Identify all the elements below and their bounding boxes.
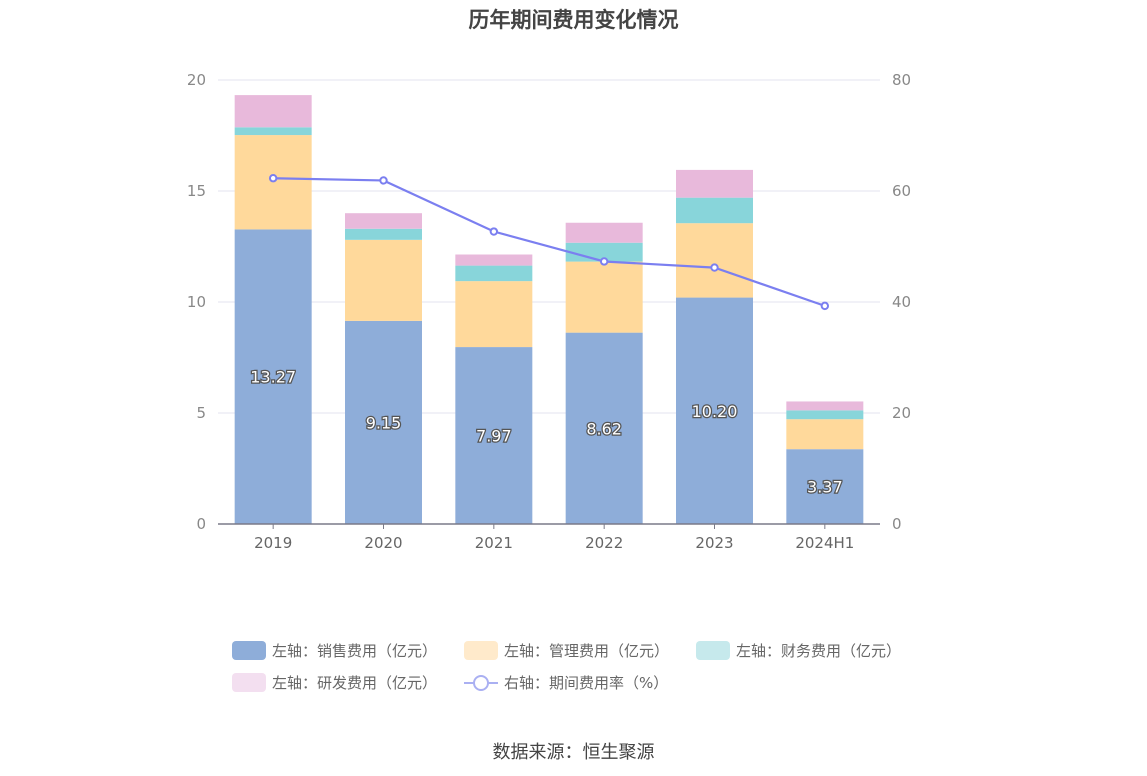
right-axis-tick-label: 80 (892, 71, 911, 89)
right-axis-tick-label: 0 (892, 515, 902, 533)
bar-segment (565, 261, 643, 333)
bar-segment (676, 297, 753, 524)
bar-segment (676, 169, 753, 198)
bar-data-label: 7.97 (476, 427, 512, 446)
expense-ratio-point (820, 301, 830, 311)
left-axis-tick-label: 5 (196, 404, 206, 422)
bar-segment (455, 347, 533, 524)
legend-item-sales[interactable]: 左轴：销售费用（亿元） (232, 640, 437, 661)
bar-segment (455, 265, 533, 282)
x-axis-tick-label: 2022 (585, 534, 623, 552)
bar-segment (676, 223, 753, 298)
left-axis-tick-label: 10 (187, 293, 206, 311)
x-axis-tick-label: 2023 (695, 534, 733, 552)
bar-data-label: 13.27 (250, 368, 296, 387)
bar-segment (565, 332, 643, 524)
legend-swatch-sales (232, 641, 266, 660)
period-expense-chart: 0 5 10 15 20 0 20 40 60 80 2019 2020 2021 2022 2023 202… (187, 71, 911, 552)
bar-data-label: 8.62 (586, 419, 622, 438)
right-axis-tick-label: 40 (892, 293, 911, 311)
expense-ratio-point (710, 263, 719, 272)
chart-title: 历年期间费用变化情况 (468, 8, 679, 32)
bar-segment (455, 254, 533, 266)
bar-segment (345, 213, 422, 229)
bar-segment (345, 228, 422, 240)
bar-data-label: 10.20 (692, 402, 738, 421)
legend-swatch-finance (696, 641, 730, 660)
legend-label-finance: 左轴：财务费用（亿元） (736, 642, 902, 660)
expense-ratio-point (489, 227, 499, 236)
legend-item-admin[interactable]: 左轴：管理费用（亿元） (464, 640, 669, 661)
legend-label-expense-ratio: 右轴：期间费用率（%） (504, 674, 669, 692)
bar-segment (455, 281, 533, 348)
bar-segment (345, 320, 422, 524)
bar-segment (345, 239, 422, 321)
left-axis-tick-label: 0 (196, 515, 206, 533)
data-source: 数据来源：恒生聚源 (492, 742, 655, 763)
bar-segment (786, 449, 864, 524)
x-axis-tick-label: 2021 (475, 534, 513, 552)
x-axis-tick-label: 2024H1 (795, 534, 854, 552)
legend-label-rnd: 左轴：研发费用（亿元） (272, 674, 438, 692)
legend-item-rnd[interactable]: 左轴：研发费用（亿元） (232, 672, 437, 693)
bar-segment (786, 401, 864, 411)
bar-segment (234, 127, 312, 136)
legend-label-sales: 左轴：销售费用（亿元） (272, 642, 438, 660)
bar-segment (565, 222, 643, 243)
legend-swatch-rnd (232, 673, 266, 692)
legend-line-icon (464, 673, 498, 692)
legend-label-admin: 左轴：管理费用（亿元） (504, 642, 670, 660)
bar-data-label: 3.37 (807, 478, 843, 497)
expense-ratio-point (268, 174, 278, 183)
expense-ratio-point (599, 257, 609, 266)
right-axis-tick-label: 60 (892, 182, 911, 200)
expense-ratio-line (273, 177, 826, 307)
bar-segment (786, 419, 864, 450)
x-axis-tick-label: 2019 (254, 534, 292, 552)
legend-item-finance[interactable]: 左轴：财务费用（亿元） (696, 640, 901, 661)
bar-segment (234, 229, 312, 524)
bar-segment (786, 410, 864, 420)
bar-segment (234, 95, 312, 128)
expense-ratio-point (379, 176, 388, 185)
bar-segment (676, 197, 753, 224)
left-axis-tick-label: 15 (187, 182, 206, 200)
legend-item-expense-ratio[interactable]: 右轴：期间费用率（%） (464, 672, 668, 693)
x-axis-tick-label: 2020 (364, 534, 402, 552)
right-axis-tick-label: 20 (892, 404, 911, 422)
legend-swatch-admin (464, 641, 498, 660)
bar-data-label: 9.15 (366, 413, 402, 432)
left-axis-tick-label: 20 (187, 71, 206, 89)
